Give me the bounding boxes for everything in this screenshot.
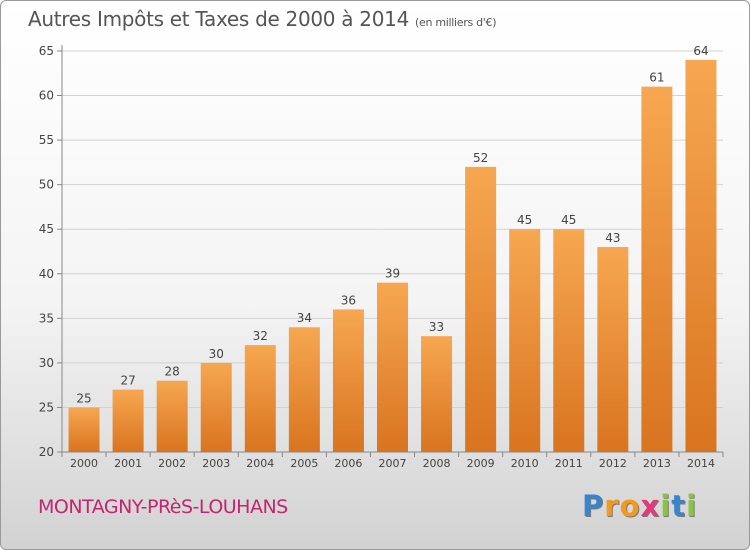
y-tick-label: 50 bbox=[39, 178, 54, 192]
bar bbox=[244, 345, 276, 452]
y-tick-label: 55 bbox=[39, 133, 54, 147]
chart-title: Autres Impôts et Taxes de 2000 à 2014 (en… bbox=[28, 7, 496, 31]
x-tick-label: 2006 bbox=[334, 457, 362, 470]
y-tick-label: 25 bbox=[39, 400, 54, 414]
bar bbox=[421, 336, 453, 452]
bar bbox=[200, 362, 232, 452]
x-tick-label: 2010 bbox=[511, 457, 539, 470]
bar-value-label: 45 bbox=[517, 213, 532, 227]
bar bbox=[465, 166, 497, 452]
x-tick-label: 2014 bbox=[687, 457, 715, 470]
axis-layer: 20 25 30 35 40 45 50 55 60 65 2000 2001 2002 2003 2004… bbox=[39, 44, 724, 470]
bar bbox=[685, 59, 717, 453]
x-tick-label: 2008 bbox=[423, 457, 451, 470]
y-tick-label: 40 bbox=[39, 267, 54, 281]
bar-value-label: 45 bbox=[561, 213, 576, 227]
bar bbox=[377, 282, 408, 452]
logo-letter: t bbox=[671, 489, 687, 523]
y-tick-label: 65 bbox=[39, 44, 54, 58]
bar-value-label: 32 bbox=[253, 329, 268, 343]
x-tick-label: 2007 bbox=[379, 457, 407, 470]
x-tick-label: 2009 bbox=[467, 457, 495, 470]
bar-value-label: 36 bbox=[341, 293, 356, 307]
bar-value-label: 34 bbox=[297, 311, 312, 325]
bar-value-label: 33 bbox=[429, 320, 444, 334]
bar bbox=[68, 407, 100, 452]
bar bbox=[597, 247, 629, 452]
logo-letter: i bbox=[660, 489, 672, 523]
bar bbox=[288, 327, 320, 452]
chart-unit: (en milliers d'€) bbox=[415, 16, 497, 29]
logo-letter: P bbox=[582, 489, 605, 523]
y-tick-label: 30 bbox=[39, 356, 54, 370]
x-tick-label: 2003 bbox=[202, 457, 230, 470]
bar-value-label: 30 bbox=[209, 347, 224, 361]
chart-title-text: Autres Impôts et Taxes de 2000 à 2014 bbox=[28, 7, 409, 31]
bar-value-label: 43 bbox=[605, 231, 620, 245]
bar bbox=[156, 380, 188, 452]
x-tick-label: 2005 bbox=[290, 457, 318, 470]
y-tick-label: 45 bbox=[39, 222, 54, 236]
commune-name: MONTAGNY-PRèS-LOUHANS bbox=[38, 496, 288, 518]
logo-letter: o bbox=[619, 489, 641, 523]
bar-value-label: 39 bbox=[385, 267, 400, 281]
bar-value-label: 52 bbox=[473, 151, 488, 165]
logo-letter: r bbox=[604, 489, 620, 523]
x-tick-label: 2002 bbox=[158, 457, 186, 470]
bar-value-label: 27 bbox=[120, 374, 135, 388]
logo-letter: x bbox=[640, 489, 661, 523]
bar bbox=[332, 309, 364, 452]
y-tick-label: 60 bbox=[39, 89, 54, 103]
x-tick-label: 2012 bbox=[599, 457, 627, 470]
x-tick-label: 2004 bbox=[246, 457, 274, 470]
bar-layer: 25 27 28 30 32 34 36 39 33 52 45 45 43 61 64 bbox=[68, 44, 717, 453]
bar-value-label: 25 bbox=[76, 391, 91, 405]
bar bbox=[509, 229, 541, 452]
proxiti-logo[interactable]: Proxiti bbox=[582, 489, 697, 523]
y-tick-label: 20 bbox=[39, 445, 54, 459]
x-tick-label: 2011 bbox=[555, 457, 583, 470]
bar bbox=[641, 86, 673, 453]
bar-value-label: 28 bbox=[165, 365, 180, 379]
x-tick-label: 2001 bbox=[114, 457, 142, 470]
bar-value-label: 61 bbox=[649, 71, 664, 85]
x-tick-label: 2013 bbox=[643, 457, 671, 470]
bar-value-label: 64 bbox=[693, 44, 708, 58]
bar bbox=[112, 389, 144, 452]
logo-letter: i bbox=[686, 489, 698, 523]
bar bbox=[553, 229, 585, 452]
y-tick-label: 35 bbox=[39, 311, 54, 325]
x-tick-label: 2000 bbox=[70, 457, 98, 470]
